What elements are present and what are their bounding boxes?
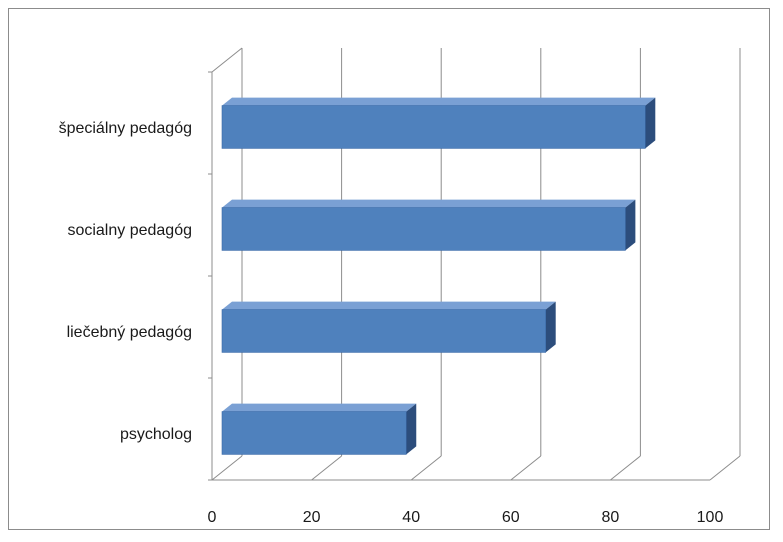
- x-tick-label-0: 0: [208, 509, 217, 526]
- bar-top-0: [222, 403, 417, 412]
- x-tick-labels: 0 20 40 60 80 100: [208, 509, 724, 526]
- floor-gridline-0: [211, 455, 243, 481]
- category-label-2: socialny pedagóg: [67, 222, 192, 239]
- x-tick-label-40: 40: [402, 509, 420, 526]
- x-tick-label-60: 60: [502, 509, 520, 526]
- bar-top-1: [222, 301, 556, 310]
- category-label-0: psycholog: [120, 426, 192, 443]
- floor-gridline-60: [510, 455, 542, 481]
- bar-0: [221, 411, 407, 455]
- bar-side-1: [545, 301, 556, 353]
- floor-gridline-20: [311, 455, 342, 481]
- floor-gridline-80: [610, 455, 641, 481]
- bar-3: [221, 105, 646, 149]
- bar-2: [221, 207, 626, 251]
- x-tick-label-20: 20: [303, 509, 321, 526]
- x-tick-label-80: 80: [602, 509, 620, 526]
- bar-side-2: [625, 199, 636, 251]
- bar-side-0: [406, 403, 417, 455]
- category-labels: psycholog liečebný pedagóg socialny pedagó…: [59, 120, 192, 443]
- x-tick-label-100: 100: [697, 509, 724, 526]
- bar-top-3: [222, 97, 656, 106]
- category-label-3: špeciálny pedagóg: [59, 120, 192, 137]
- floor-gridline-40: [410, 455, 442, 481]
- wall-top-edge: [211, 47, 243, 73]
- category-label-1: liečebný pedagóg: [67, 324, 192, 341]
- bars: [221, 97, 656, 455]
- floor-gridline-100: [709, 455, 741, 481]
- bar-1: [221, 309, 547, 353]
- bar-side-3: [645, 97, 656, 149]
- bar-top-2: [222, 199, 636, 208]
- axes: [208, 47, 710, 481]
